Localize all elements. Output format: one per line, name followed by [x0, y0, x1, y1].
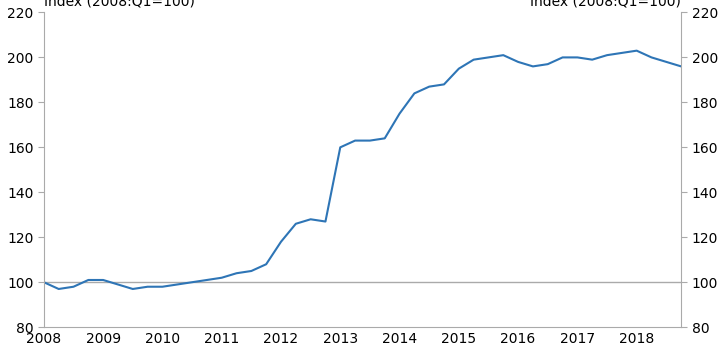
- Text: Index (2008:Q1=100): Index (2008:Q1=100): [530, 0, 682, 9]
- Text: Index (2008:Q1=100): Index (2008:Q1=100): [44, 0, 195, 9]
